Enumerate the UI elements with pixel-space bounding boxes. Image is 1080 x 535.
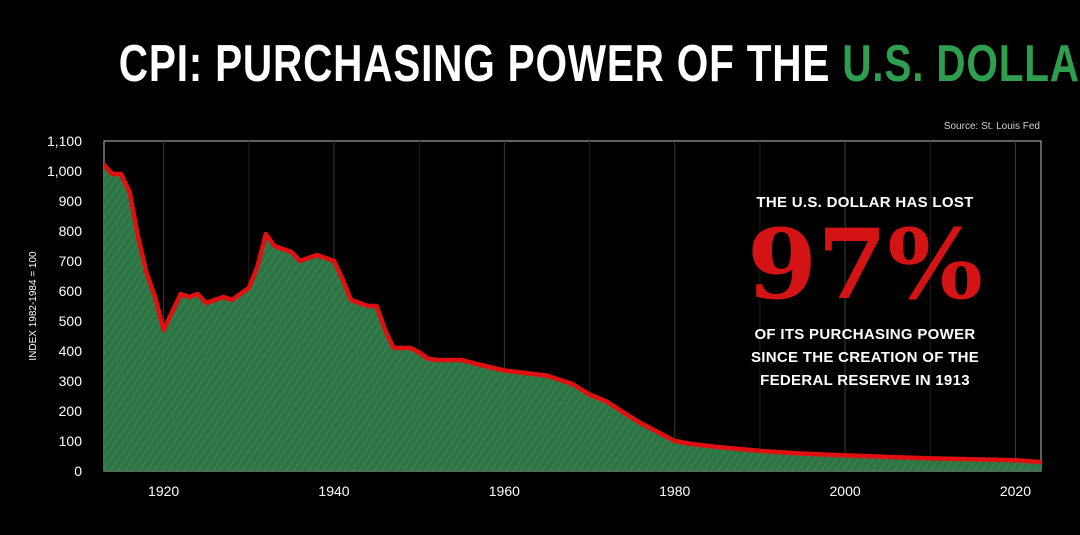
- x-tick-label: 1940: [318, 483, 349, 499]
- x-tick-label: 2000: [830, 483, 861, 499]
- callout-line-4: FEDERAL RESERVE IN 1913: [760, 372, 970, 389]
- title-part-white: CPI: PURCHASING POWER OF THE: [118, 35, 843, 93]
- y-tick-label: 600: [59, 283, 83, 299]
- x-axis: 1920 1940 1960 1980 2000 2020: [148, 483, 1031, 499]
- x-tick-label: 1980: [659, 483, 690, 499]
- y-tick-label: 500: [59, 313, 83, 329]
- callout-box: THE U.S. DOLLAR HAS LOST 97% OF ITS PURC…: [720, 194, 1010, 392]
- y-tick-label: 1,000: [47, 163, 82, 179]
- y-tick-label: 900: [59, 193, 83, 209]
- callout-line-1: THE U.S. DOLLAR HAS LOST: [756, 194, 974, 211]
- callout-line-2: OF ITS PURCHASING POWER: [754, 326, 976, 343]
- y-tick-label: 100: [59, 433, 83, 449]
- callout-detail: OF ITS PURCHASING POWER SINCE THE CREATI…: [720, 323, 1010, 392]
- x-tick-label: 1920: [148, 483, 179, 499]
- y-tick-label: 0: [74, 463, 82, 479]
- y-tick-label: 800: [59, 223, 83, 239]
- y-tick-label: 700: [59, 253, 83, 269]
- callout-percentage: 97%: [746, 208, 984, 321]
- y-tick-label: 200: [59, 403, 83, 419]
- callout-line-3: SINCE THE CREATION OF THE: [750, 349, 980, 366]
- source-note: Source: St. Louis Fed: [943, 121, 1040, 132]
- chart-title: CPI: PURCHASING POWER OF THE U.S. DOLLAR: [118, 34, 1080, 94]
- y-axis-label: INDEX 1982-1984 = 100: [28, 251, 39, 361]
- area-fill: [104, 165, 1041, 471]
- cpi-line: [104, 162, 1041, 465]
- y-tick-label: 1,100: [47, 133, 82, 149]
- y-tick-label: 300: [59, 373, 83, 389]
- x-tick-label: 1960: [489, 483, 520, 499]
- x-tick-label: 2020: [1000, 483, 1031, 499]
- y-axis: 0 100 200 300 400 500 600 700 800 900 1,000 1,100: [47, 133, 82, 479]
- title-part-green: U.S. DOLLAR: [842, 35, 1080, 93]
- y-tick-label: 400: [59, 343, 83, 359]
